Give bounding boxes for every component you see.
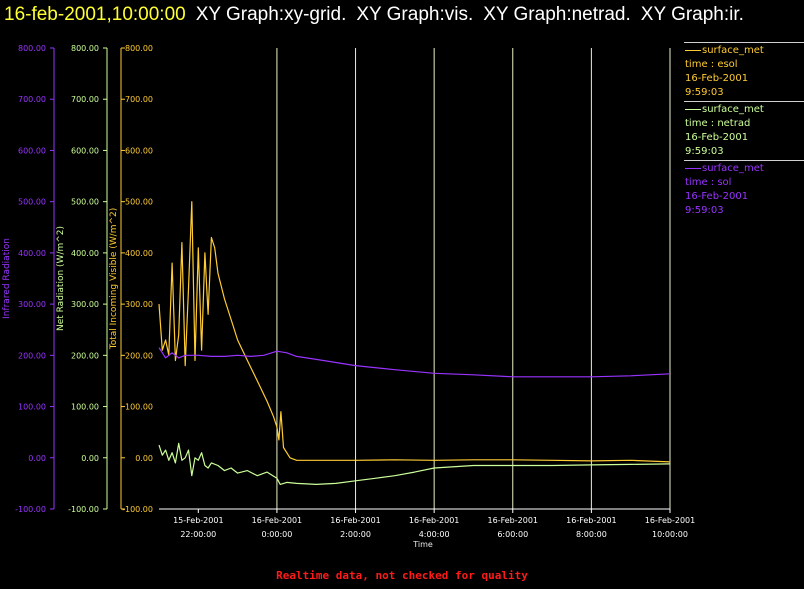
legend-time: 9:59:03 (685, 87, 724, 98)
x-tick-label-time: 4:00:00 (419, 530, 450, 539)
x-tick-label-date: 16-Feb-2001 (330, 516, 380, 525)
ir-tick-label: -100.00 (15, 505, 46, 514)
legend-time: 9:59:03 (685, 205, 724, 216)
x-tick-label-date: 16-Feb-2001 (488, 516, 538, 525)
legend-variable: time : esol (685, 59, 738, 70)
vis-tick-label: -100.00 (122, 505, 153, 514)
net-tick-label: 200.00 (71, 351, 99, 360)
net-tick-label: -100.00 (68, 505, 99, 514)
timestamp-title: 16-feb-2001,10:00:00 (4, 4, 186, 25)
x-tick-label-time: 10:00:00 (652, 530, 688, 539)
x-tick-label-time: 2:00:00 (340, 530, 371, 539)
legend-swatch (685, 49, 701, 51)
ir-axis-title: Infrared Radiation (2, 238, 12, 319)
ir-tick-label: 500.00 (18, 198, 46, 207)
x-tick-label-time: 8:00:00 (576, 530, 607, 539)
legend-entry-sol[interactable]: surface_met time : sol 16-Feb-2001 9:59:… (684, 160, 804, 219)
legend-date: 16-Feb-2001 (685, 73, 749, 84)
x-axis-label: Time (412, 540, 433, 549)
graph-name-netrad: XY Graph:netrad. (483, 4, 631, 25)
legend-date: 16-Feb-2001 (685, 132, 749, 143)
ir-tick-label: 400.00 (18, 249, 46, 258)
legend-time: 9:59:03 (685, 146, 724, 157)
legend-swatch (685, 108, 701, 110)
legend-series-name: surface_met (685, 44, 804, 58)
ir-tick-label: 600.00 (18, 146, 46, 155)
ir-tick-label: 700.00 (18, 95, 46, 104)
ir-tick-label: 100.00 (18, 403, 46, 412)
vis-tick-label: 500.00 (125, 198, 153, 207)
vis-tick-label: 800.00 (125, 44, 153, 53)
net-tick-label: 100.00 (71, 403, 99, 412)
vis-tick-label: 600.00 (125, 146, 153, 155)
vis-tick-label: 400.00 (125, 249, 153, 258)
net-tick-label: 800.00 (71, 44, 99, 53)
x-tick-label-date: 16-Feb-2001 (645, 516, 695, 525)
vis-tick-label: 700.00 (125, 95, 153, 104)
net-tick-label: 300.00 (71, 300, 99, 309)
net-tick-label: 700.00 (71, 95, 99, 104)
sol-series-line (158, 347, 671, 378)
legend-variable: time : netrad (685, 118, 751, 129)
ir-tick-label: 0.00 (28, 454, 46, 463)
ir-tick-label: 800.00 (18, 44, 46, 53)
x-tick-label-date: 16-Feb-2001 (252, 516, 302, 525)
legend: surface_met time : esol 16-Feb-2001 9:59… (684, 42, 804, 219)
legend-entry-esol[interactable]: surface_met time : esol 16-Feb-2001 9:59… (684, 42, 804, 101)
vis-tick-label: 100.00 (125, 403, 153, 412)
ir-tick-label: 300.00 (18, 300, 46, 309)
net-tick-label: 500.00 (71, 198, 99, 207)
esol-series-line (158, 201, 671, 463)
vis-tick-label: 200.00 (125, 351, 153, 360)
net-tick-label: 400.00 (71, 249, 99, 258)
x-tick-label-time: 6:00:00 (497, 530, 528, 539)
legend-swatch (685, 167, 701, 169)
vis-axis-title: Total Incoming Visible (W/m^2) (109, 208, 119, 351)
x-tick-label-date: 15-Feb-2001 (173, 516, 223, 525)
legend-date: 16-Feb-2001 (685, 191, 749, 202)
graph-name-vis: XY Graph:vis. (356, 4, 474, 25)
x-tick-label-date: 16-Feb-2001 (566, 516, 616, 525)
graph-name-xy-grid: XY Graph:xy-grid. (195, 4, 347, 25)
x-tick-label-time: 22:00:00 (180, 530, 216, 539)
legend-entry-netrad[interactable]: surface_met time : netrad 16-Feb-2001 9:… (684, 101, 804, 160)
window-title: 16-feb-2001,10:00:00 XY Graph:xy-grid. XY … (4, 0, 744, 30)
legend-variable: time : sol (685, 177, 732, 188)
graph-name-ir: XY Graph:ir. (640, 4, 744, 25)
legend-series-name: surface_met (685, 162, 804, 176)
x-tick-label-date: 16-Feb-2001 (409, 516, 459, 525)
net-tick-label: 0.00 (81, 454, 99, 463)
net-tick-label: 600.00 (71, 146, 99, 155)
net-axis-title: Net Radiation (W/m^2) (56, 226, 66, 331)
quality-warning: Realtime data, not checked for quality (276, 569, 528, 582)
vis-tick-label: 0.00 (135, 454, 153, 463)
x-tick-label-time: 0:00:00 (262, 530, 293, 539)
vis-tick-label: 300.00 (125, 300, 153, 309)
ir-tick-label: 200.00 (18, 351, 46, 360)
legend-series-name: surface_met (685, 103, 804, 117)
netrad-series-line (158, 442, 671, 485)
